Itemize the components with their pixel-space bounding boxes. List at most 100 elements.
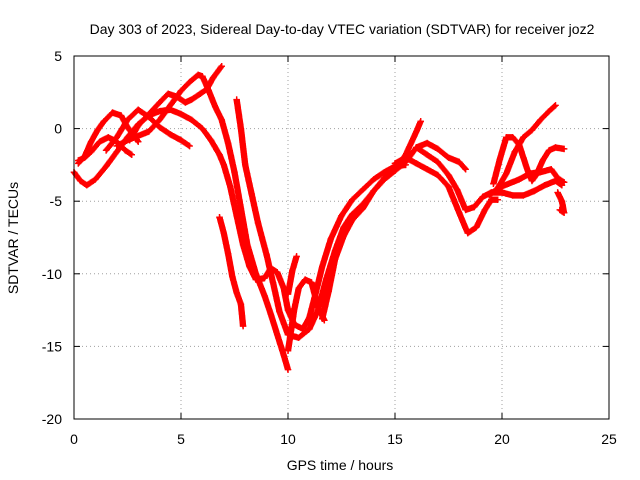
data-point [325,288,332,295]
data-point [537,116,544,124]
data-point [301,276,309,283]
data-point [233,289,240,296]
data-point [231,168,238,176]
data-point [237,301,245,308]
data-point [453,186,461,193]
data-point [456,209,463,217]
data-point [188,96,195,103]
data-point [423,151,431,158]
data-point [381,174,388,182]
data-point [284,347,292,354]
data-point [164,90,172,97]
data-point [498,189,506,196]
data-point [207,137,215,144]
data-point [434,145,441,153]
data-point [102,147,110,154]
data-point [122,147,129,154]
data-point [295,285,302,292]
data-point [109,109,116,116]
data-point [254,219,262,227]
data-point [242,161,249,169]
data-point [413,144,420,151]
data-point [252,270,260,277]
data-point [81,154,88,161]
data-point [306,314,313,321]
data-point [349,196,356,203]
data-point [269,279,277,286]
series-16 [485,166,568,199]
data-point [113,134,120,141]
data-point [509,192,516,199]
data-point [220,161,227,169]
data-point [560,179,568,186]
data-point [167,102,174,109]
data-point [173,93,180,100]
data-point [177,137,185,144]
y-tick-label: -5 [50,193,63,209]
series-5 [113,71,292,373]
data-point [327,235,334,243]
data-point [470,203,478,211]
data-point [239,322,247,330]
data-point [338,212,345,219]
data-point [528,177,536,185]
data-point [188,116,195,124]
data-point [135,138,142,145]
data-point [556,206,563,214]
series-9 [284,276,328,354]
data-point [490,180,497,187]
data-point [212,103,219,111]
data-point [319,263,326,270]
data-point [520,154,527,161]
data-point [515,176,523,183]
data-point [494,196,501,203]
data-point [145,128,153,135]
data-point [182,99,189,106]
data-point [83,182,91,189]
data-point [289,267,296,275]
data-point [167,131,174,138]
data-point [505,180,512,187]
data-point [177,110,185,118]
data-point [552,144,559,151]
data-point [445,183,452,190]
data-point [284,366,292,373]
data-point [520,134,527,141]
series-12 [391,154,501,237]
data-point [295,334,302,341]
data-point [261,292,268,299]
data-point [274,331,281,338]
data-point [113,142,120,150]
data-point [456,158,463,166]
data-point [479,193,486,201]
data-point [248,190,255,198]
data-point [541,182,548,189]
series-track [113,71,292,373]
data-point [509,134,516,141]
data-point [402,154,409,161]
data-point [229,273,236,280]
data-point [530,187,538,195]
data-points-layer [70,62,568,373]
data-point [528,126,536,134]
data-point [423,166,431,173]
data-point [548,166,555,173]
x-tick-label: 10 [280,431,296,447]
data-point [496,155,504,163]
y-axis-label: SDTVAR / TECUs [5,182,21,294]
data-point [503,170,510,177]
y-tick-label: -10 [42,266,62,282]
data-point [485,192,493,199]
data-point [227,183,234,190]
data-point [274,269,281,276]
data-point [554,174,561,182]
data-point [494,184,501,192]
data-point [284,290,292,298]
data-point [218,116,225,124]
data-point [124,116,131,124]
data-point [308,279,315,286]
data-point [96,138,103,145]
data-point [224,250,232,257]
series-7 [216,213,247,330]
data-point [558,198,566,205]
